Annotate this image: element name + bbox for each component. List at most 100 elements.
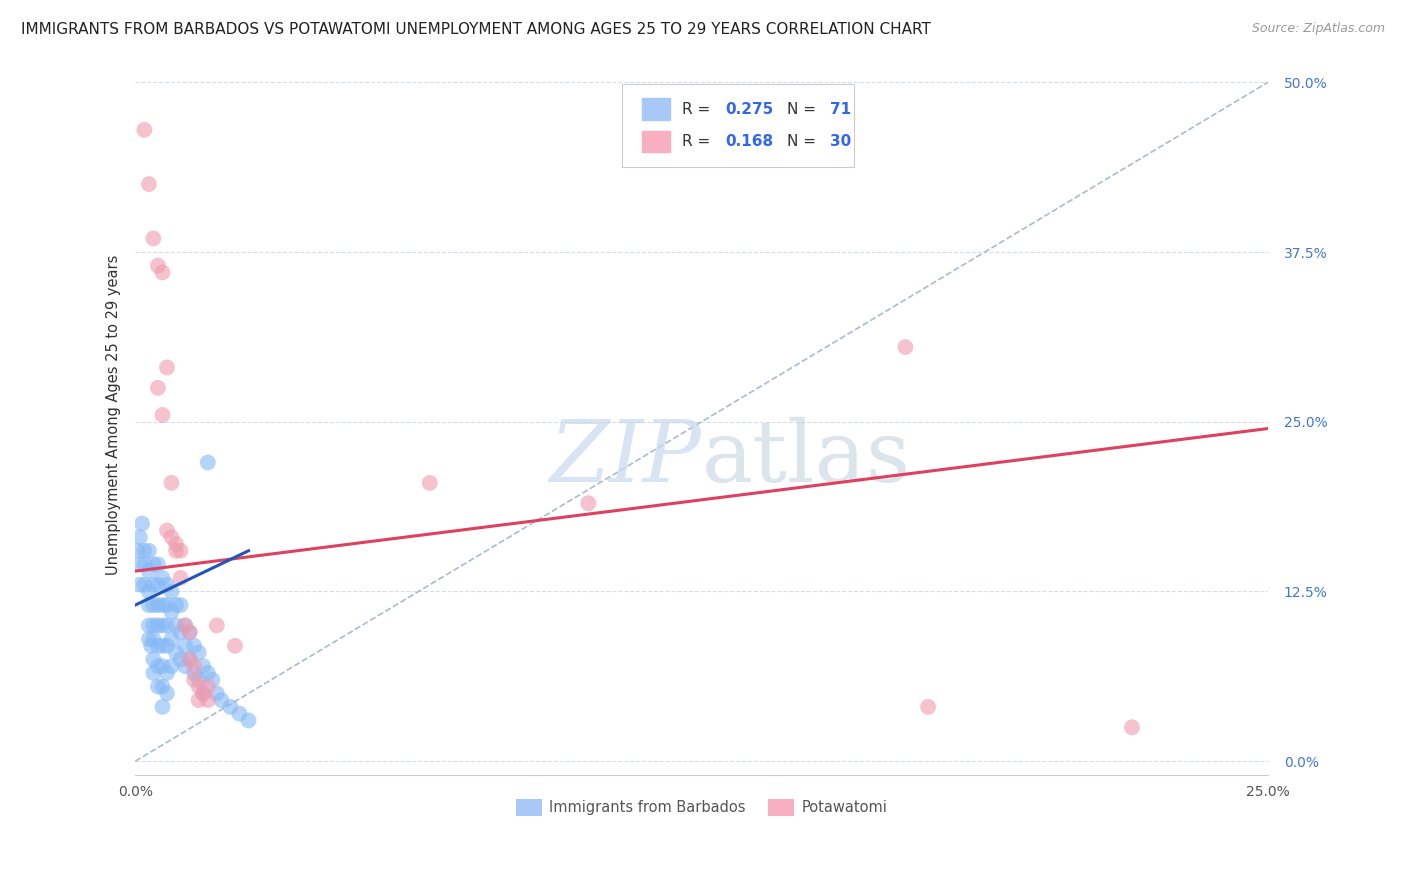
Point [142, 577, 165, 591]
Point [224, 639, 246, 653]
Point [205, 618, 228, 632]
FancyBboxPatch shape [641, 131, 669, 153]
Point [187, 680, 209, 694]
Point [165, 537, 187, 551]
Point [193, 686, 215, 700]
Point [152, 699, 174, 714]
Point [193, 686, 215, 700]
FancyBboxPatch shape [623, 84, 855, 167]
Point [187, 646, 209, 660]
Point [152, 408, 174, 422]
Point [156, 639, 179, 653]
Point [169, 571, 191, 585]
Point [142, 231, 165, 245]
Point [165, 543, 187, 558]
Point [197, 665, 219, 680]
Point [238, 714, 260, 728]
Point [419, 475, 441, 490]
Text: IMMIGRANTS FROM BARBADOS VS POTAWATOMI UNEMPLOYMENT AMONG AGES 25 TO 29 YEARS CO: IMMIGRANTS FROM BARBADOS VS POTAWATOMI U… [21, 22, 931, 37]
Point [138, 618, 160, 632]
Point [187, 673, 209, 687]
Point [156, 686, 179, 700]
Point [197, 693, 219, 707]
Point [165, 646, 187, 660]
Point [134, 543, 156, 558]
Point [183, 665, 205, 680]
Point [1121, 720, 1143, 734]
Point [131, 516, 153, 531]
Point [146, 577, 169, 591]
Text: R =: R = [682, 102, 716, 117]
Point [152, 598, 174, 612]
Point [160, 659, 183, 673]
Point [169, 598, 191, 612]
Point [165, 618, 187, 632]
Text: Source: ZipAtlas.com: Source: ZipAtlas.com [1251, 22, 1385, 36]
Point [142, 618, 165, 632]
Point [205, 686, 228, 700]
Point [179, 652, 201, 666]
Point [193, 659, 215, 673]
Point [142, 652, 165, 666]
Point [134, 558, 156, 572]
Point [152, 618, 174, 632]
FancyBboxPatch shape [641, 98, 669, 120]
Point [183, 639, 205, 653]
Point [142, 558, 165, 572]
Point [917, 699, 939, 714]
Text: 0.275: 0.275 [725, 102, 773, 117]
Point [146, 680, 169, 694]
Point [209, 693, 232, 707]
Point [174, 618, 197, 632]
Text: 0.168: 0.168 [725, 134, 773, 149]
Point [146, 598, 169, 612]
Point [187, 693, 209, 707]
Point [156, 524, 179, 538]
Point [152, 571, 174, 585]
Point [128, 558, 150, 572]
Point [138, 177, 160, 191]
Point [179, 652, 201, 666]
Point [160, 632, 183, 646]
Point [201, 673, 224, 687]
Point [152, 265, 174, 279]
Point [165, 598, 187, 612]
Point [146, 381, 169, 395]
Point [169, 543, 191, 558]
Point [174, 659, 197, 673]
Point [219, 699, 242, 714]
Point [146, 639, 169, 653]
Point [139, 639, 162, 653]
Point [156, 360, 179, 375]
Point [156, 618, 179, 632]
Y-axis label: Unemployment Among Ages 25 to 29 years: Unemployment Among Ages 25 to 29 years [107, 255, 121, 575]
Point [156, 665, 179, 680]
Text: 71: 71 [830, 102, 851, 117]
Text: ZIP: ZIP [550, 417, 702, 500]
Point [138, 598, 160, 612]
Point [156, 577, 179, 591]
Point [169, 652, 191, 666]
Text: R =: R = [682, 134, 716, 149]
Point [142, 598, 165, 612]
Point [160, 584, 183, 599]
Point [127, 543, 149, 558]
Point [183, 673, 205, 687]
Text: 30: 30 [830, 134, 851, 149]
Point [179, 625, 201, 640]
Point [197, 455, 219, 469]
Point [228, 706, 250, 721]
Point [152, 639, 174, 653]
Point [146, 618, 169, 632]
Legend: Immigrants from Barbados, Potawatomi: Immigrants from Barbados, Potawatomi [510, 793, 893, 822]
Point [179, 625, 201, 640]
Point [138, 584, 160, 599]
Point [138, 543, 160, 558]
Point [128, 577, 150, 591]
Point [174, 618, 197, 632]
Point [146, 259, 169, 273]
Point [156, 598, 179, 612]
Point [183, 659, 205, 673]
Point [152, 680, 174, 694]
Text: N =: N = [786, 102, 821, 117]
